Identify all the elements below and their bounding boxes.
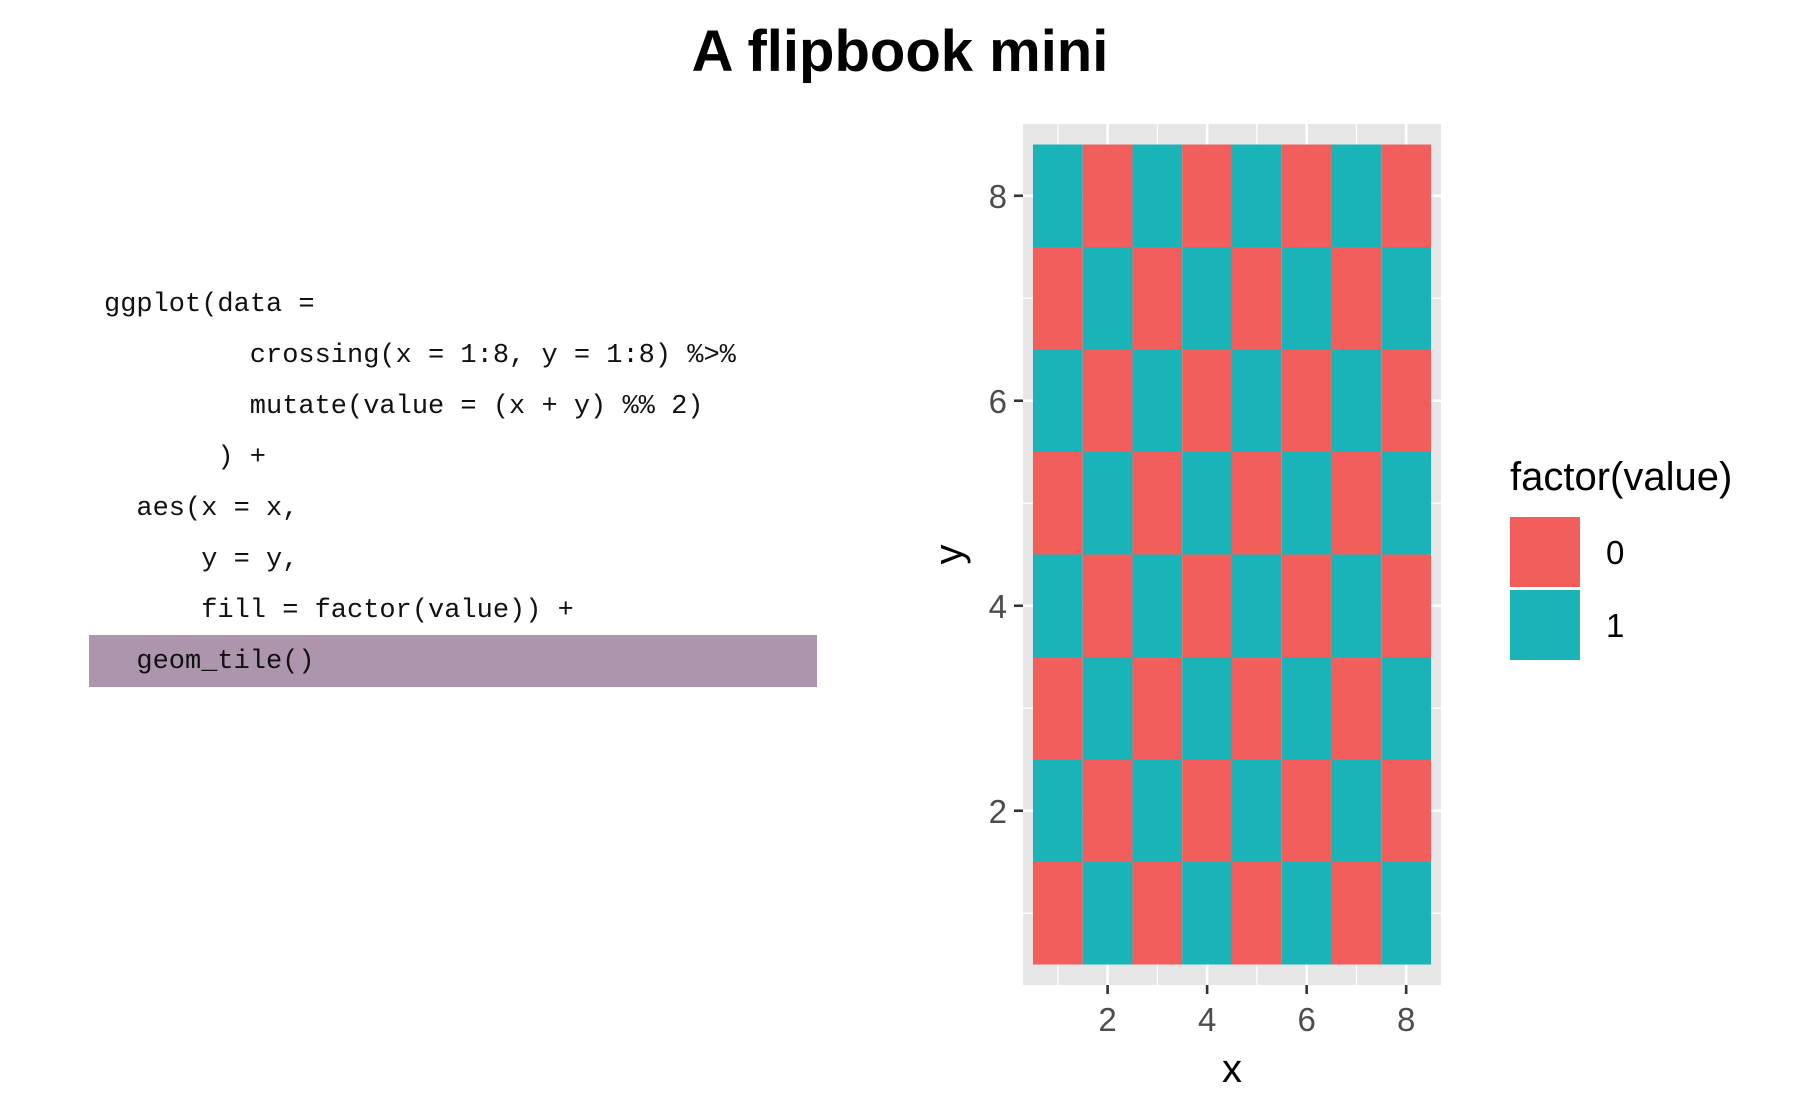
axes: 2 4 6 8 2 4 6 8 bbox=[989, 178, 1416, 1038]
tile bbox=[1082, 759, 1133, 862]
x-tick-label: 4 bbox=[1198, 1001, 1216, 1038]
y-axis-label: y bbox=[927, 545, 971, 565]
tile bbox=[1132, 452, 1183, 555]
tile bbox=[1082, 452, 1133, 555]
code-line: crossing(x = 1:8, y = 1:8) %>% bbox=[249, 341, 736, 371]
tile bbox=[1032, 144, 1083, 247]
tile bbox=[1132, 657, 1183, 760]
tile bbox=[1032, 247, 1083, 350]
code-line: y = y, bbox=[201, 545, 299, 575]
tile bbox=[1182, 144, 1232, 247]
tile bbox=[1331, 349, 1382, 452]
tile bbox=[1381, 452, 1432, 555]
tile bbox=[1032, 349, 1083, 452]
legend-key-0 bbox=[1510, 517, 1580, 587]
tile bbox=[1082, 862, 1133, 965]
tile bbox=[1381, 554, 1432, 657]
tile bbox=[1281, 452, 1332, 555]
tile bbox=[1132, 349, 1183, 452]
tiles bbox=[1032, 144, 1432, 965]
tile bbox=[1132, 247, 1183, 350]
tile bbox=[1182, 452, 1232, 555]
code-line: ) + bbox=[217, 443, 266, 473]
tile bbox=[1082, 144, 1133, 247]
tile bbox=[1032, 759, 1083, 862]
tile bbox=[1331, 452, 1382, 555]
y-tick-label: 6 bbox=[989, 383, 1007, 420]
legend-title: factor(value) bbox=[1510, 455, 1732, 499]
tile bbox=[1132, 862, 1183, 965]
tile bbox=[1281, 554, 1332, 657]
tile bbox=[1232, 554, 1282, 657]
tile bbox=[1232, 452, 1282, 555]
x-axis-label: x bbox=[1222, 1047, 1242, 1091]
legend-label-0: 0 bbox=[1606, 534, 1624, 571]
tile bbox=[1132, 759, 1183, 862]
x-tick-label: 6 bbox=[1297, 1001, 1315, 1038]
tile bbox=[1032, 554, 1083, 657]
tile bbox=[1082, 657, 1133, 760]
tile bbox=[1182, 759, 1232, 862]
y-tick-label: 4 bbox=[989, 588, 1007, 625]
legend-key-1 bbox=[1510, 590, 1580, 660]
code-line: ggplot(data = bbox=[104, 290, 315, 320]
tile bbox=[1032, 452, 1083, 555]
tile bbox=[1182, 554, 1232, 657]
code-line: mutate(value = (x + y) %% 2) bbox=[249, 392, 704, 422]
code-line: fill = factor(value)) + bbox=[201, 596, 574, 626]
tile bbox=[1381, 144, 1432, 247]
legend: factor(value) 0 1 bbox=[1510, 455, 1732, 660]
tile bbox=[1331, 657, 1382, 760]
tile bbox=[1281, 349, 1332, 452]
tile bbox=[1032, 862, 1083, 965]
tile bbox=[1232, 862, 1282, 965]
tile bbox=[1331, 759, 1382, 862]
tile bbox=[1381, 657, 1432, 760]
y-tick-label: 2 bbox=[989, 793, 1007, 830]
tile bbox=[1281, 144, 1332, 247]
x-tick-label: 8 bbox=[1397, 1001, 1415, 1038]
tile bbox=[1082, 349, 1133, 452]
tile bbox=[1281, 862, 1332, 965]
tile bbox=[1381, 862, 1432, 965]
code-line: aes(x = x, bbox=[136, 494, 299, 524]
tile bbox=[1182, 349, 1232, 452]
tile bbox=[1182, 862, 1232, 965]
tile bbox=[1182, 247, 1232, 350]
tile bbox=[1331, 554, 1382, 657]
tile bbox=[1182, 657, 1232, 760]
tile bbox=[1232, 144, 1282, 247]
y-tick-label: 8 bbox=[989, 178, 1007, 215]
tile bbox=[1232, 349, 1282, 452]
tile bbox=[1331, 247, 1382, 350]
tile bbox=[1281, 657, 1332, 760]
tile bbox=[1032, 657, 1083, 760]
tile bbox=[1232, 759, 1282, 862]
tile bbox=[1381, 247, 1432, 350]
tile bbox=[1132, 144, 1183, 247]
tile bbox=[1381, 349, 1432, 452]
tile bbox=[1132, 554, 1183, 657]
code-highlight bbox=[89, 635, 817, 687]
tile bbox=[1381, 759, 1432, 862]
tile bbox=[1082, 554, 1133, 657]
tile bbox=[1281, 759, 1332, 862]
code-line-highlighted: geom_tile() bbox=[136, 647, 315, 677]
tile bbox=[1232, 247, 1282, 350]
tile bbox=[1331, 144, 1382, 247]
tile bbox=[1281, 247, 1332, 350]
page-title: A flipbook mini bbox=[691, 19, 1109, 84]
x-tick-label: 2 bbox=[1098, 1001, 1116, 1038]
tile bbox=[1082, 247, 1133, 350]
tile bbox=[1232, 657, 1282, 760]
tile bbox=[1331, 862, 1382, 965]
legend-label-1: 1 bbox=[1606, 607, 1624, 644]
code-panel: ggplot(data = crossing(x = 1:8, y = 1:8) … bbox=[89, 290, 817, 687]
